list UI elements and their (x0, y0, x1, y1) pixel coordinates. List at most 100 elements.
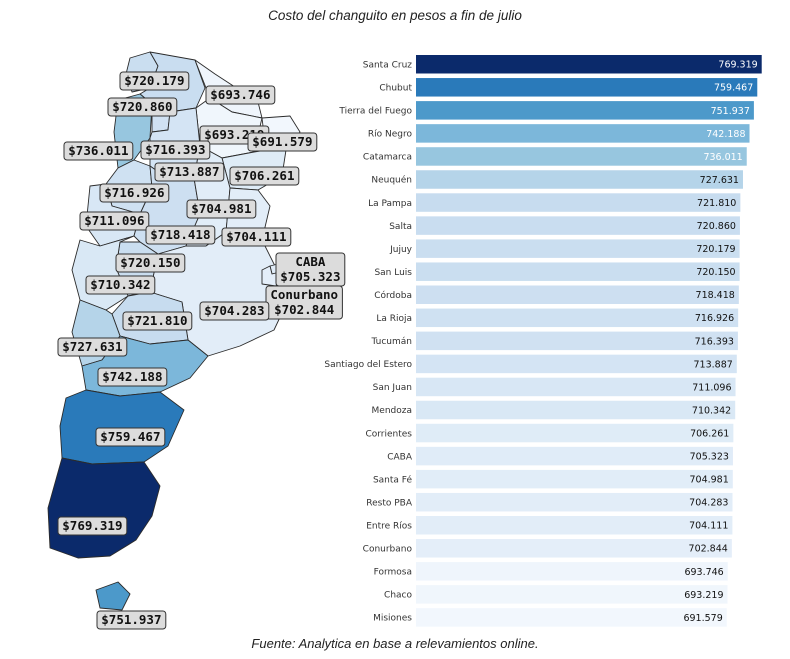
svg-text:$693.746: $693.746 (210, 87, 270, 102)
bar-label-san-juan: San Juan (373, 383, 412, 393)
bar-la-pampa (416, 193, 741, 212)
bar-value-tucuman: 716.393 (695, 336, 734, 347)
map-label-759-467: $759.467 (95, 427, 166, 447)
bar-value-entre-rios: 704.111 (689, 521, 728, 532)
map-label-691-579: $691.579 (247, 132, 318, 152)
bar-label-santiago-del-estero: Santiago del Estero (324, 360, 412, 370)
bar-value-santa-fe: 704.981 (689, 475, 728, 486)
bar-corrientes (416, 423, 734, 443)
bar-value-cordoba: 718.418 (696, 290, 735, 301)
bar-neuquen (416, 170, 743, 189)
map-label-721-810: $721.810 (122, 311, 193, 331)
bar-tucuman (416, 331, 738, 351)
bar-label-conurbano: Conurbano (363, 545, 413, 555)
bar-label-rio-negro: Río Negro (368, 130, 413, 140)
map-label-720-150: $720.150 (115, 253, 186, 273)
bar-santa-fe (416, 469, 733, 489)
bar-label-cordoba: Córdoba (374, 290, 412, 301)
bar-catamarca (416, 147, 747, 166)
map-label-720-860: $720.860 (107, 97, 178, 117)
bar-entre-rios (416, 516, 733, 535)
map-labels: $720.179$693.746$720.860$693.219$691.579… (57, 71, 346, 630)
bar-label-san-luis: San Luis (374, 268, 412, 278)
svg-text:$702.844: $702.844 (274, 302, 334, 317)
map-label-caba-705-323: CABA$705.323 (275, 252, 346, 287)
map-label-736-011: $736.011 (63, 141, 134, 161)
source-note: Fuente: Analytica en base a relevamiento… (251, 636, 539, 651)
bar-label-neuquen: Neuquén (371, 175, 412, 186)
bar-la-rioja (416, 308, 739, 328)
bar-value-formosa: 693.746 (684, 567, 723, 578)
map-label-713-887: $713.887 (154, 162, 225, 182)
svg-text:$720.179: $720.179 (124, 73, 184, 88)
svg-text:$736.011: $736.011 (68, 143, 128, 158)
bar-santiago-del-estero (416, 354, 737, 374)
bar-value-san-luis: 720.150 (696, 267, 735, 278)
bar-label-caba: CABA (387, 452, 413, 462)
map-label-704-981: $704.981 (186, 199, 257, 219)
bar-label-la-rioja: La Rioja (376, 314, 412, 324)
bar-value-santiago-del-estero: 713.887 (694, 359, 733, 370)
bar-value-jujuy: 720.179 (696, 244, 735, 255)
bar-value-mendoza: 710.342 (692, 405, 731, 416)
bar-value-corrientes: 706.261 (690, 428, 729, 439)
svg-text:$720.150: $720.150 (120, 255, 180, 270)
svg-text:$716.393: $716.393 (145, 142, 205, 157)
map-label-716-393: $716.393 (140, 140, 211, 160)
svg-text:$742.188: $742.188 (102, 369, 162, 384)
bar-label-tierra-del-fuego: Tierra del Fuego (338, 107, 412, 117)
bar-label-tucuman: Tucumán (371, 337, 412, 347)
bar-mendoza (416, 400, 736, 420)
bar-chubut (416, 78, 758, 97)
map-label-751-937: $751.937 (96, 610, 167, 630)
bar-chaco (416, 585, 728, 604)
bar-value-rio-negro: 742.188 (706, 129, 745, 140)
bar-value-resto-pba: 704.283 (689, 498, 728, 509)
bar-cordoba (416, 285, 739, 304)
bar-value-chubut: 759.467 (714, 83, 753, 94)
bar-value-conurbano: 702.844 (689, 544, 728, 555)
bar-value-la-pampa: 721.810 (697, 198, 736, 209)
svg-text:$705.323: $705.323 (280, 269, 340, 284)
bar-label-chaco: Chaco (384, 591, 412, 601)
map-label-720-179: $720.179 (119, 71, 190, 91)
bar-value-salta: 720.860 (697, 221, 736, 232)
bar-label-entre-rios: Entre Ríos (366, 521, 412, 531)
map-label-716-926: $716.926 (99, 183, 170, 203)
bar-value-catamarca: 736.011 (703, 152, 742, 163)
bar-conurbano (416, 539, 732, 558)
bar-label-santa-cruz: Santa Cruz (363, 60, 413, 70)
svg-text:$727.631: $727.631 (62, 339, 122, 354)
bar-value-la-rioja: 716.926 (695, 313, 734, 324)
bar-label-resto-pba: Resto PBA (366, 498, 413, 508)
svg-text:$720.860: $720.860 (112, 99, 172, 114)
svg-text:$751.937: $751.937 (101, 612, 161, 627)
region-tierra-del-fuego (95, 581, 131, 611)
svg-text:Conurbano: Conurbano (270, 287, 338, 302)
bar-label-chubut: Chubut (379, 84, 412, 94)
svg-text:$721.810: $721.810 (127, 313, 187, 328)
bar-rio-negro (416, 124, 750, 143)
svg-text:$704.111: $704.111 (226, 229, 286, 244)
svg-text:$691.579: $691.579 (252, 134, 312, 149)
svg-text:$706.261: $706.261 (234, 168, 294, 183)
bar-value-tierra-del-fuego: 751.937 (711, 106, 750, 117)
bar-label-corrientes: Corrientes (365, 429, 412, 439)
bar-value-caba: 705.323 (690, 452, 729, 463)
map-label-711-096: $711.096 (79, 211, 150, 231)
map-label-706-261: $706.261 (229, 166, 300, 186)
bar-label-salta: Salta (389, 222, 412, 232)
bar-value-santa-cruz: 769.319 (718, 60, 757, 71)
svg-text:$710.342: $710.342 (90, 277, 150, 292)
bar-label-formosa: Formosa (374, 568, 412, 578)
svg-text:$716.926: $716.926 (104, 185, 164, 200)
bar-value-misiones: 691.579 (683, 613, 722, 624)
bar-label-jujuy: Jujuy (389, 245, 413, 255)
svg-text:$711.096: $711.096 (84, 213, 144, 228)
bar-label-catamarca: Catamarca (363, 153, 412, 163)
bar-formosa (416, 562, 728, 581)
bar-san-luis (416, 262, 740, 281)
svg-text:$713.887: $713.887 (159, 164, 219, 179)
bar-tierra-del-fuego (416, 101, 754, 120)
